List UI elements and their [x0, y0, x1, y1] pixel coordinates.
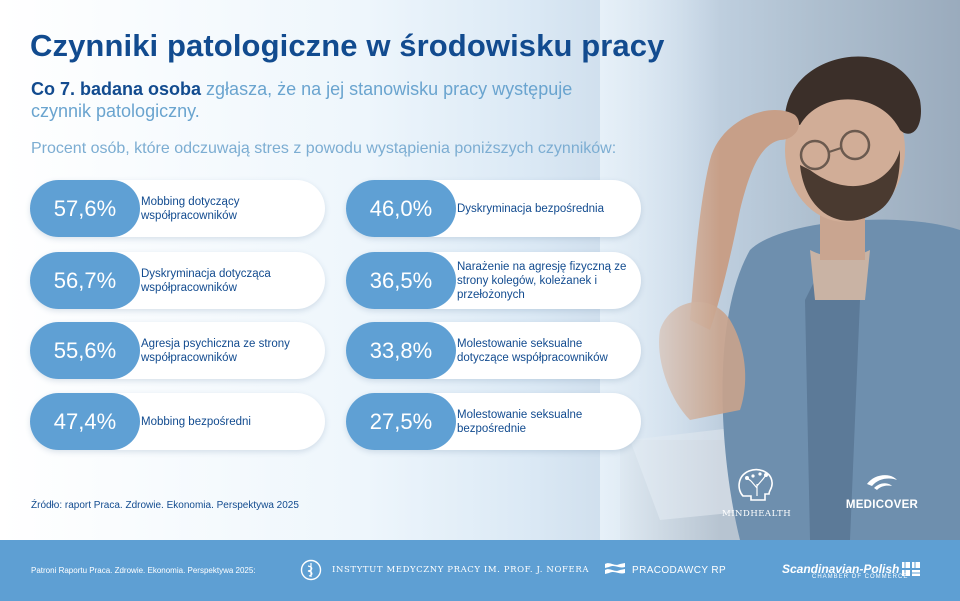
flags-grid-icon: [902, 562, 921, 576]
factor-percent: 46,0%: [346, 180, 456, 237]
factor-percent: 36,5%: [346, 252, 456, 309]
imp-logo: INSTYTUT MEDYCZNY PRACY IM. PROF. J. NOF…: [300, 558, 589, 582]
lead-text: Co 7. badana osoba zgłasza, że na jej st…: [31, 78, 591, 122]
intro-text: Procent osób, które odczuwają stres z po…: [31, 140, 617, 157]
patrons-label: Patroni Raportu Praca. Zdrowie. Ekonomia…: [31, 566, 256, 575]
factor-percent: 33,8%: [346, 322, 456, 379]
factor-label: Molestowanie seksualne bezpośrednie: [457, 408, 583, 435]
imp-emblem-icon: [300, 559, 322, 581]
lead-bold: Co 7. badana osoba: [31, 79, 202, 99]
factor-label: Molestowanie seksualne dotyczące współpr…: [457, 337, 608, 364]
footer-bar: Patroni Raportu Praca. Zdrowie. Ekonomia…: [0, 540, 960, 601]
medicover-logo: MEDICOVER: [840, 470, 924, 511]
factor-card: 36,5% Narażenie na agresję fizyczną ze s…: [346, 252, 641, 309]
factor-label: Agresja psychiczna ze strony współpracow…: [141, 337, 290, 364]
stressed-man-photo: [600, 0, 960, 540]
factor-card: 47,4% Mobbing bezpośredni: [30, 393, 325, 450]
factor-label: Mobbing bezpośredni: [141, 415, 251, 428]
source-note: Źródło: raport Praca. Zdrowie. Ekonomia.…: [31, 500, 299, 511]
factor-card: 55,6% Agresja psychiczna ze strony współ…: [30, 322, 325, 379]
factor-label: Mobbing dotyczący współpracowników: [141, 195, 240, 222]
factor-card: 46,0% Dyskryminacja bezpośrednia: [346, 180, 641, 237]
mindhealth-text: MINDHEALTH: [722, 509, 792, 519]
brain-tree-icon: [738, 468, 773, 501]
imp-text: INSTYTUT MEDYCZNY PRACY IM. PROF. J. NOF…: [332, 565, 590, 575]
factor-card: 57,6% Mobbing dotyczący współpracowników: [30, 180, 325, 237]
factor-label: Dyskryminacja bezpośrednia: [457, 202, 605, 215]
scandinavian-polish-logo: Scandinavian-Polish CHAMBER OF COMMERCE: [782, 562, 921, 580]
pracodawcy-flag-icon: [605, 563, 625, 574]
factor-card: 33,8% Molestowanie seksualne dotyczące w…: [346, 322, 641, 379]
factor-percent: 55,6%: [30, 322, 140, 379]
background: [0, 0, 960, 540]
lead-rest: zgłasza, że na jej stanowisku pracy wyst…: [31, 79, 573, 121]
factor-card: 56,7% Dyskryminacja dotycząca współpraco…: [30, 252, 325, 309]
medicover-text: MEDICOVER: [845, 499, 919, 511]
factor-percent: 47,4%: [30, 393, 140, 450]
factor-label: Dyskryminacja dotycząca współpracowników: [141, 267, 271, 294]
pracodawcy-logo: PRACODAWCY RP: [604, 559, 726, 581]
factor-percent: 57,6%: [30, 180, 140, 237]
medicover-bird-icon: [867, 475, 897, 490]
scandinavian-polish-text: Scandinavian-Polish: [782, 562, 900, 576]
factor-card: 27,5% Molestowanie seksualne bezpośredni…: [346, 393, 641, 450]
chamber-text: CHAMBER OF COMMERCE: [812, 574, 909, 580]
pracodawcy-text: PRACODAWCY RP: [632, 564, 727, 576]
page-title: Czynniki patologiczne w środowisku pracy: [30, 28, 665, 63]
factor-percent: 56,7%: [30, 252, 140, 309]
mindhealth-logo: MINDHEALTH: [722, 466, 792, 519]
factor-label: Narażenie na agresję fizyczną ze strony …: [457, 260, 627, 301]
factor-percent: 27,5%: [346, 393, 456, 450]
